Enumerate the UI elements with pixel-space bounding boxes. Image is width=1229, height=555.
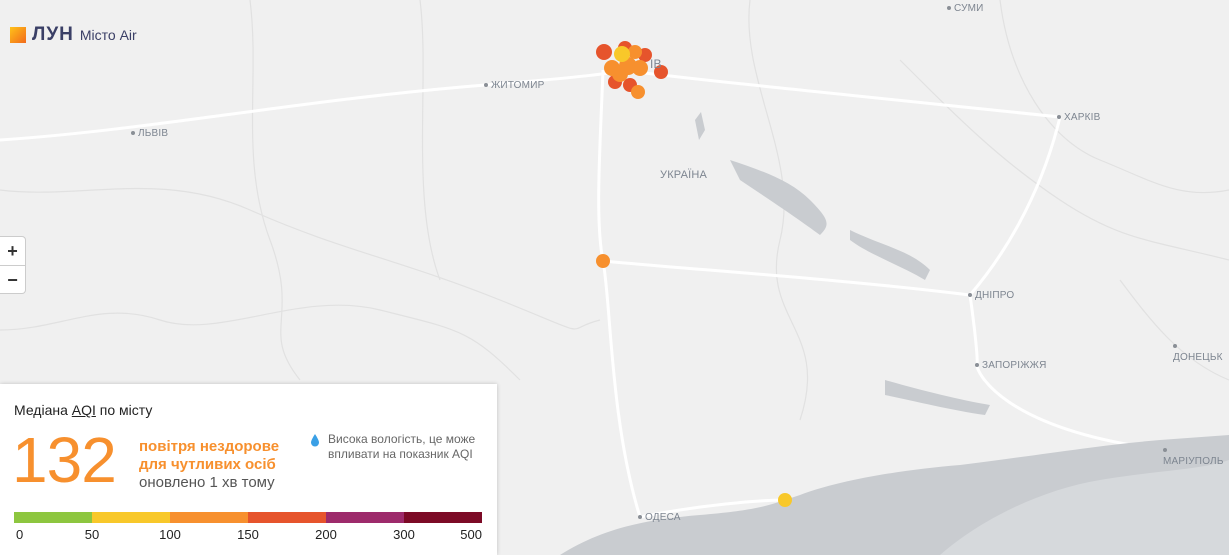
drop-icon: [311, 434, 319, 447]
aqi-scale: 0 50 100 150 200 300 500: [14, 512, 482, 542]
city-label: ІВ: [650, 57, 662, 71]
scale-label: 300: [393, 527, 415, 542]
scale-label: 50: [85, 527, 99, 542]
land-crimea: [940, 460, 1229, 555]
scale-label: 500: [460, 527, 482, 542]
city-label: ЛЬВІВ: [131, 128, 168, 139]
aqi-link[interactable]: AQI: [71, 402, 96, 418]
logo[interactable]: ЛУН Місто Air: [10, 24, 137, 46]
city-label: ЗАПОРІЖЖЯ: [975, 360, 1047, 371]
station[interactable]: [632, 60, 648, 76]
scale-segment: [326, 512, 404, 523]
scale-label: 200: [315, 527, 337, 542]
zoom-in[interactable]: +: [7, 241, 18, 261]
country-label: УКРАЇНА: [660, 169, 708, 181]
city-label: МАРІУПОЛЬ: [1163, 445, 1229, 467]
station-markers: [596, 41, 792, 507]
logo-icon: [10, 27, 26, 43]
scale-segment: [170, 512, 248, 523]
borders: [0, 0, 1229, 421]
status-line: для чутливих осіб: [139, 456, 276, 473]
aqi-status: повітря нездорове для чутливих осіб: [139, 438, 279, 474]
city-label: ОДЕСА: [638, 512, 681, 523]
note-line: Висока вологість, це може: [328, 432, 476, 446]
city-label: ЖИТОМИР: [484, 80, 544, 91]
logo-mark: ЛУН: [32, 24, 74, 45]
scale-label: 150: [237, 527, 259, 542]
city-label: ДНІПРО: [968, 290, 1014, 301]
scale-segment: [14, 512, 92, 523]
city-label: ДОНЕЦЬК: [1173, 341, 1229, 363]
station[interactable]: [628, 45, 642, 59]
zoom-out[interactable]: −: [0, 265, 25, 294]
city-label: ХАРКІВ: [1057, 112, 1100, 123]
aqi-value: 132: [12, 424, 117, 496]
logo-name: Місто Air: [79, 27, 137, 43]
scale-segment: [92, 512, 170, 523]
city-label: СУМИ: [947, 3, 984, 14]
updated-time: оновлено 1 хв тому: [139, 474, 275, 491]
station[interactable]: [631, 85, 645, 99]
note-line: впливати на показник AQI: [328, 447, 473, 461]
scale-segment: [404, 512, 482, 523]
title-text: по місту: [95, 402, 153, 418]
status-line: повітря нездорове: [139, 438, 280, 455]
scale-segment: [248, 512, 326, 523]
scale-label: 0: [16, 527, 23, 542]
station[interactable]: [654, 65, 668, 79]
zoom-control: + −: [0, 236, 26, 294]
scale-label: 100: [159, 527, 181, 542]
station[interactable]: [596, 254, 610, 268]
station[interactable]: [778, 493, 792, 507]
title-text: Медіана: [14, 402, 72, 418]
aqi-panel: Медіана AQI по місту 132 повітря нездоро…: [0, 384, 497, 555]
humidity-note: Висока вологість, це може впливати на по…: [310, 432, 475, 462]
station[interactable]: [596, 44, 612, 60]
panel-title: Медіана AQI по місту: [14, 402, 152, 418]
station[interactable]: [614, 46, 630, 62]
station[interactable]: [612, 66, 628, 82]
